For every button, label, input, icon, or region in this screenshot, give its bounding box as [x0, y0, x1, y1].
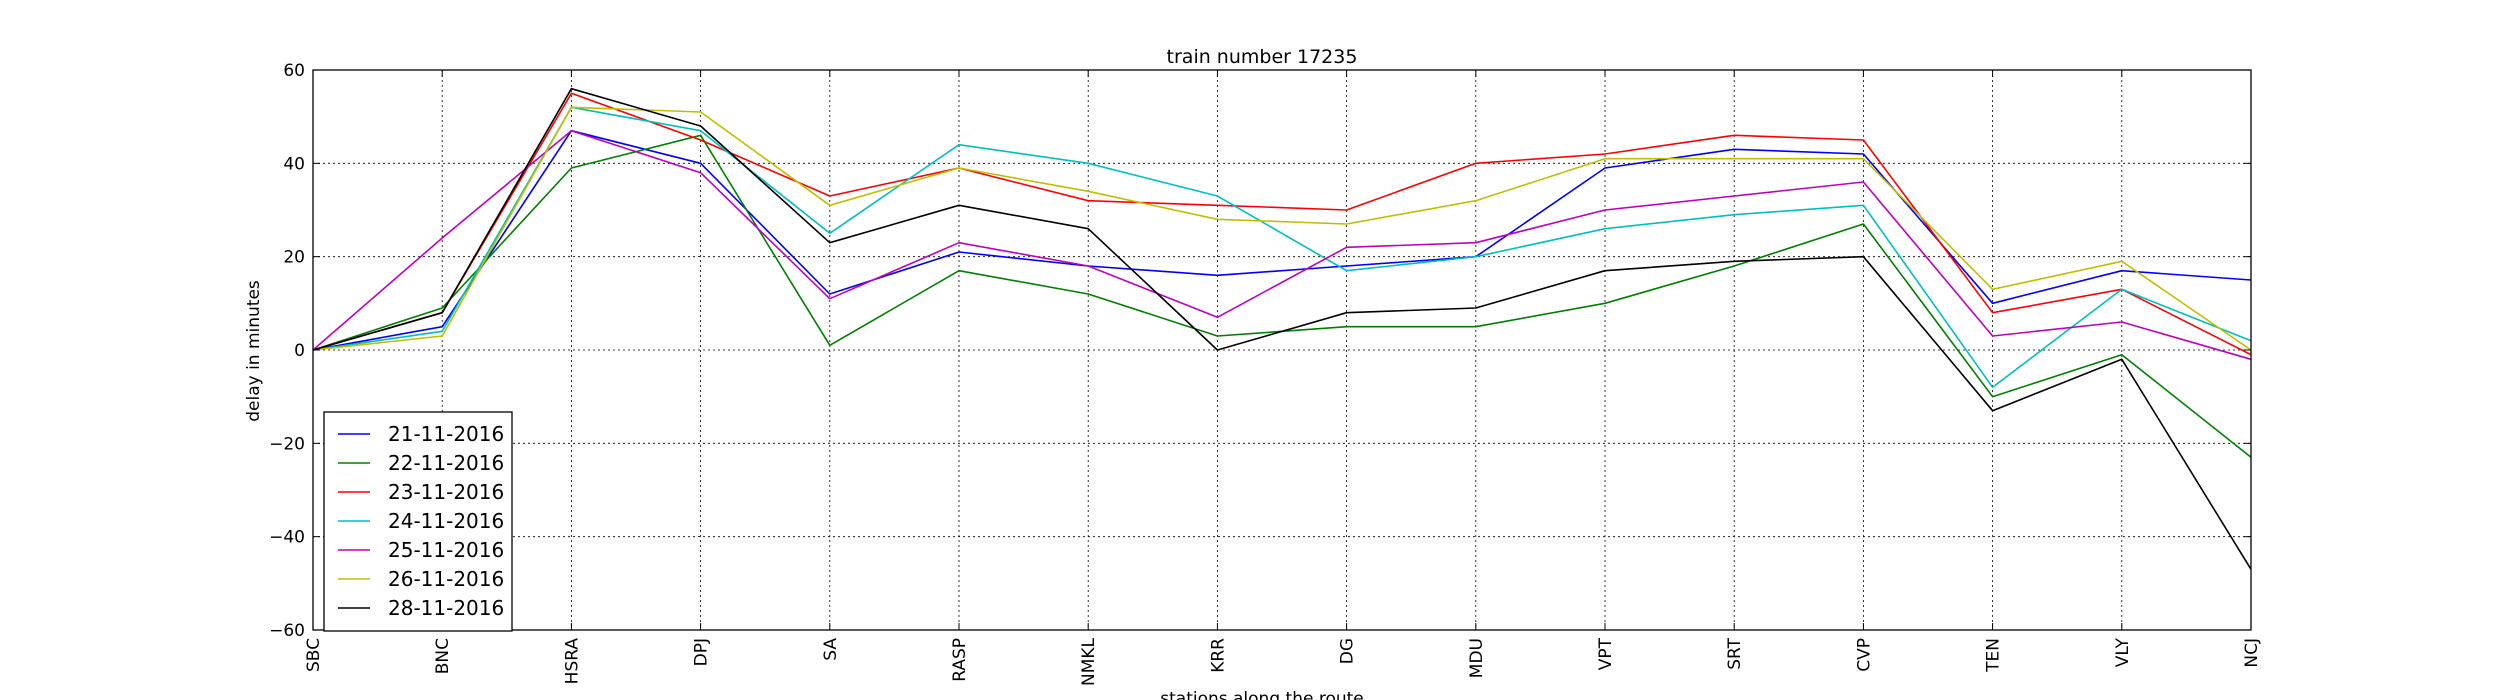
y-tick-label: 0 [294, 341, 305, 361]
x-tick-label: MDU [1467, 638, 1487, 678]
x-tick-label: KRR [1208, 638, 1228, 673]
legend-entry: 24-11-2016 [388, 509, 504, 533]
legend: 21-11-2016 22-11-2016 23-11-2016 24-11-2016… [323, 411, 513, 632]
y-tick-label: −40 [269, 528, 305, 548]
legend-entry: 26-11-2016 [388, 567, 504, 591]
y-tick-label: −20 [269, 434, 305, 454]
series-line-24-11-2016 [312, 106, 2252, 389]
y-tick-label: 60 [283, 61, 305, 81]
x-tick-label: TEN [1984, 638, 2004, 673]
x-tick-label: SBC [304, 638, 324, 672]
y-axis-label: delay in minutes [244, 280, 264, 422]
legend-entry: 21-11-2016 [388, 422, 504, 446]
x-axis-label: stations along the route [1160, 689, 1364, 700]
x-tick-label: DG [1338, 638, 1358, 664]
legend-entry: 25-11-2016 [388, 538, 504, 562]
x-tick-label: NMKL [1079, 637, 1099, 686]
x-tick-label: RASP [950, 638, 970, 682]
series-line-26-11-2016 [312, 106, 2252, 351]
series-line-25-11-2016 [312, 129, 2252, 361]
x-tick-label: HSRA [562, 638, 582, 685]
y-tick-label: 40 [283, 154, 305, 174]
legend-entry: 23-11-2016 [388, 480, 504, 504]
x-tick-label: SRT [1725, 637, 1745, 669]
series-line-23-11-2016 [312, 92, 2252, 356]
series-line-21-11-2016 [312, 129, 2252, 351]
x-tick-label: SA [821, 638, 841, 661]
x-tick-label: CVP [1854, 638, 1874, 672]
y-tick-label: 20 [283, 248, 305, 268]
y-tick-label: −60 [269, 621, 305, 641]
series-line-28-11-2016 [312, 87, 2252, 570]
x-tick-label: VPT [1596, 637, 1616, 670]
chart-title: train number 17235 [1167, 46, 1358, 68]
legend-entry: 28-11-2016 [388, 596, 504, 620]
x-tick-label: NCJ [2242, 638, 2262, 668]
x-tick-label: VLY [2113, 637, 2133, 667]
y-axis-ticks: −60 −40 −20 0 20 40 60 [269, 61, 2251, 641]
x-tick-label: DPJ [692, 638, 712, 666]
x-axis-ticks: SBC BNC HSRA DPJ SA RASP NMKL KRR DG MDU VPT SRT CVP… [304, 70, 2262, 686]
x-tick-label: BNC [433, 638, 453, 674]
legend-entry: 22-11-2016 [388, 451, 504, 475]
series-lines [312, 87, 2252, 570]
